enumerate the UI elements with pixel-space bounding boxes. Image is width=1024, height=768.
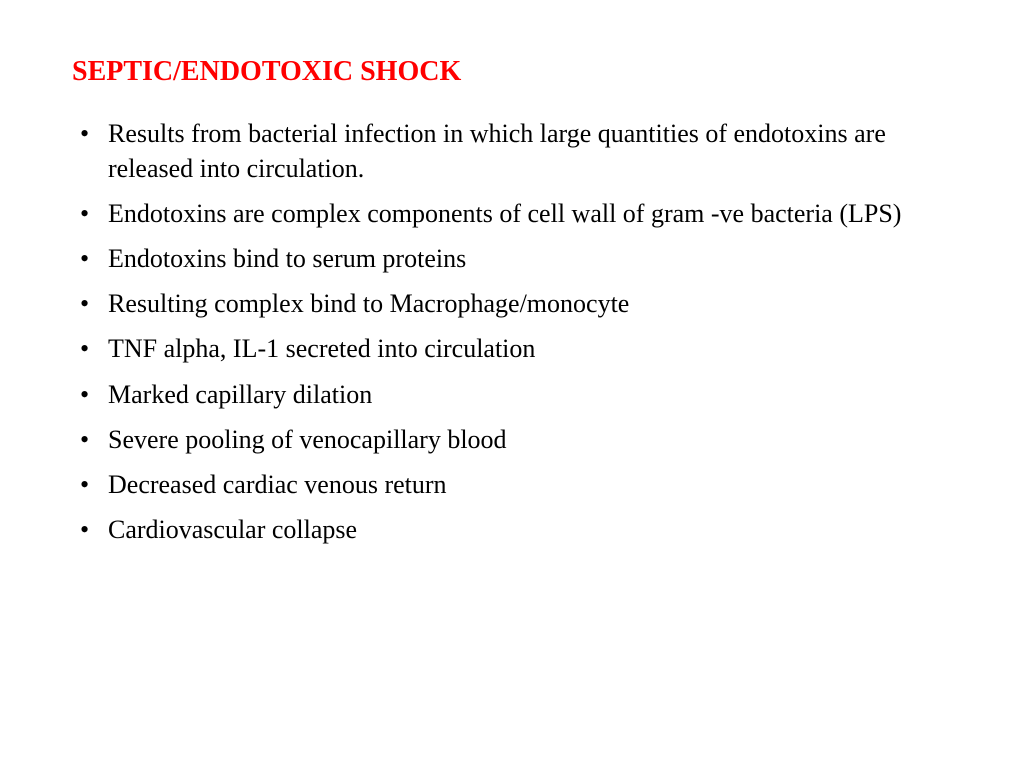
list-item: TNF alpha, IL-1 secreted into circulatio… — [72, 331, 952, 366]
list-item: Cardiovascular collapse — [72, 512, 952, 547]
list-item: Endotoxins are complex components of cel… — [72, 196, 952, 231]
list-item: Severe pooling of venocapillary blood — [72, 422, 952, 457]
list-item: Resulting complex bind to Macrophage/mon… — [72, 286, 952, 321]
list-item: Endotoxins bind to serum proteins — [72, 241, 952, 276]
list-item: Decreased cardiac venous return — [72, 467, 952, 502]
bullet-list: Results from bacterial infection in whic… — [72, 116, 952, 547]
list-item: Results from bacterial infection in whic… — [72, 116, 952, 186]
slide-title: SEPTIC/ENDOTOXIC SHOCK — [72, 56, 952, 88]
list-item: Marked capillary dilation — [72, 377, 952, 412]
